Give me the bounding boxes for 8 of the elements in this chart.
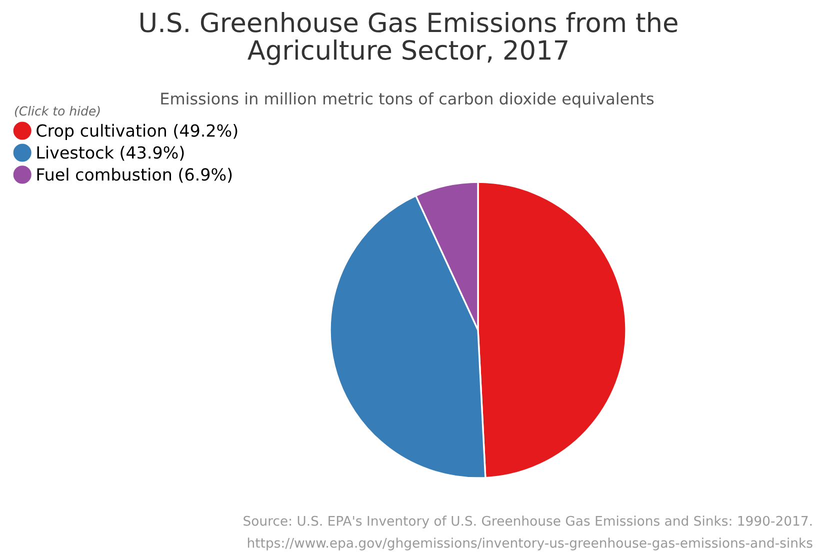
- legend-label: Crop cultivation (49.2%): [36, 124, 238, 140]
- text: https://www.epa.gov/ghgemissions/inventory-us-greenhouse-gas-emissions-and-sinks: [248, 538, 812, 550]
- legend-label: Livestock (43.9%): [37, 146, 184, 161]
- chart-title: U.S. Greenhouse Gas Emissions from the Agriculture Sector, 2017: [140, 12, 678, 66]
- legend-title: (Click to hide): [14, 106, 100, 118]
- source-note: Source: U.S. EPA's Inventory of U.S. Greenhouse Gas Emissions and Sinks: 1990-2017.: [244, 516, 812, 528]
- legend-label: Fuel combustion (6.9%): [37, 168, 232, 183]
- chart-subtitle: Emissions in million metric tons of carbon dioxide equivalents: [161, 92, 654, 108]
